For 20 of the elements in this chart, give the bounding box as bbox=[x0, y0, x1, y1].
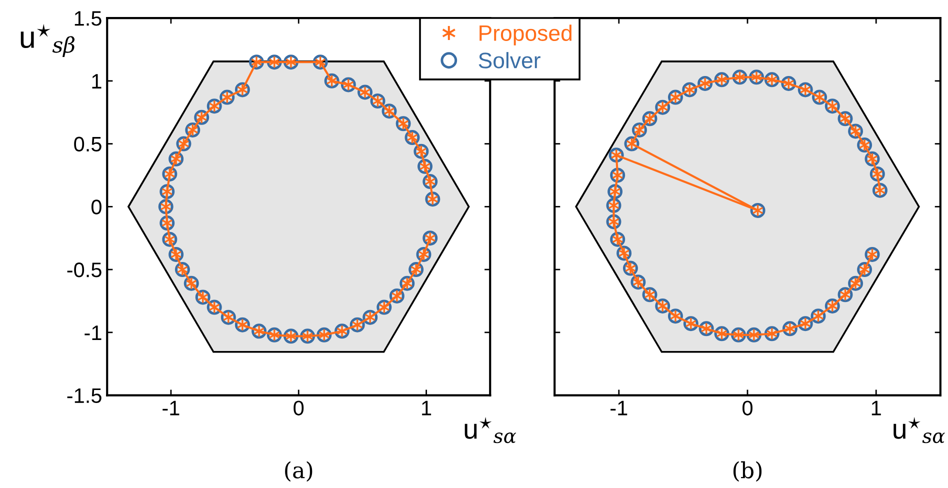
x-tick-label: 0 bbox=[294, 400, 304, 416]
y-tick-label: -1 bbox=[84, 326, 102, 340]
y-tick-label: 0 bbox=[91, 200, 102, 214]
y-tick-label: 0.5 bbox=[74, 136, 102, 152]
x-tick-label: 0 bbox=[742, 400, 752, 416]
x-tick-label: 1 bbox=[872, 400, 881, 416]
x-axis-title: u$^{⋆}$$_{sα}$ bbox=[464, 416, 516, 444]
text: (a) bbox=[285, 461, 312, 482]
x-tick-label: -1 bbox=[610, 400, 628, 416]
x-tick-label: 1 bbox=[422, 400, 432, 416]
y-tick-label: 1 bbox=[92, 74, 102, 88]
y-axis-title: u$^{⋆}$$_{sβ}$ bbox=[20, 24, 75, 57]
legend-label: Solver bbox=[478, 52, 540, 68]
legend-label: Proposed bbox=[480, 24, 572, 46]
text: (b) bbox=[733, 461, 762, 482]
y-tick-label: -1.5 bbox=[67, 388, 102, 404]
y-tick-label: 1.5 bbox=[74, 11, 102, 26]
x-axis-title: u$^{⋆}$$_{sα}$ bbox=[894, 416, 945, 444]
x-tick-label: -1 bbox=[162, 400, 180, 416]
y-tick-label: -0.5 bbox=[67, 262, 102, 278]
